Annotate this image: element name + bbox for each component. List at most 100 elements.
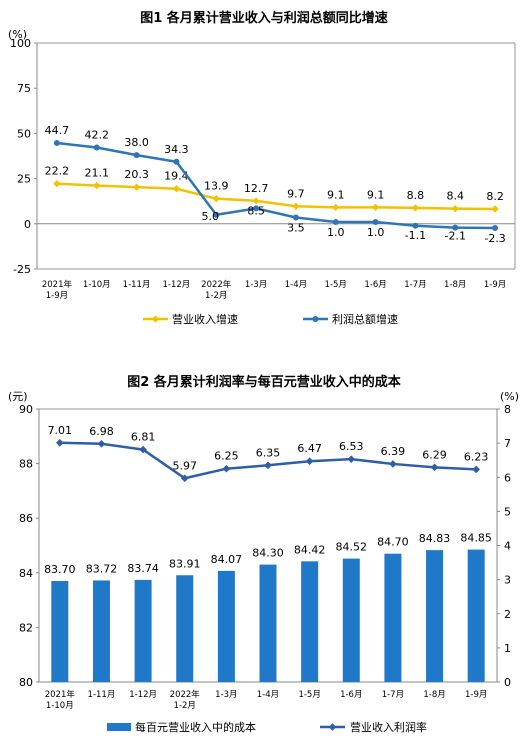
data-point	[452, 224, 459, 231]
data-label: 12.7	[244, 182, 269, 195]
data-point	[492, 224, 499, 231]
data-label: 8.4	[447, 190, 465, 203]
data-label: 8.5	[247, 204, 265, 217]
data-point	[292, 202, 300, 210]
left-y-tick-label: 84	[19, 567, 33, 580]
data-label: 42.2	[85, 129, 110, 142]
data-point	[372, 218, 379, 225]
data-point	[389, 460, 397, 468]
y-tick-label: 25	[17, 173, 31, 186]
x-tick-label: 1-10月	[46, 701, 74, 711]
data-label: 13.9	[204, 180, 229, 193]
data-label: 5.0	[202, 210, 220, 223]
bar	[426, 550, 444, 682]
bar	[176, 575, 194, 682]
data-point	[173, 158, 180, 165]
bar-value-label: 84.42	[294, 543, 326, 556]
data-point	[56, 438, 64, 447]
x-tick-label: 2021年	[45, 689, 76, 700]
x-tick-label: 1-3月	[245, 280, 267, 290]
right-y-tick-label: 1	[504, 642, 511, 655]
data-point	[97, 440, 106, 448]
data-label: 3.5	[287, 221, 305, 234]
line-value-label: 6.98	[89, 425, 114, 438]
bar-value-label: 83.72	[86, 562, 118, 575]
data-point	[264, 461, 272, 470]
data-point	[253, 205, 260, 212]
data-point	[332, 218, 339, 225]
y-axis-unit: (%)	[8, 28, 27, 41]
line-value-label: 6.35	[256, 446, 281, 459]
data-point	[222, 464, 231, 473]
bar	[51, 580, 69, 682]
right-y-tick-label: 0	[504, 676, 511, 689]
x-tick-label: 1-9月	[46, 291, 68, 301]
bar-value-label: 83.91	[169, 557, 201, 570]
bar-value-label: 84.52	[336, 541, 368, 554]
data-point	[180, 474, 189, 483]
data-point	[332, 203, 340, 211]
line-value-label: 7.01	[48, 424, 73, 437]
data-label: 19.4	[164, 170, 189, 183]
data-label: 8.2	[486, 190, 504, 203]
data-label: 20.3	[124, 168, 149, 181]
line-value-label: 5.97	[172, 459, 197, 472]
x-tick-label: 1-3月	[215, 690, 237, 700]
bar	[134, 579, 152, 682]
left-axis-unit: (元)	[8, 390, 28, 403]
data-label: 9.1	[367, 188, 385, 201]
data-point	[252, 197, 260, 205]
data-point	[132, 183, 141, 191]
y-tick-label: 0	[24, 218, 31, 231]
y-tick-label: -25	[13, 263, 31, 276]
data-label: 44.7	[45, 124, 70, 137]
data-point	[491, 205, 499, 213]
y-tick-label: 75	[17, 82, 31, 95]
bar-value-label: 84.85	[460, 532, 492, 545]
x-tick-label: 1-12月	[129, 690, 157, 700]
x-tick-label: 1-11月	[123, 280, 151, 290]
x-tick-label: 1-9月	[484, 280, 506, 290]
line-value-label: 6.23	[464, 450, 489, 463]
right-y-tick-label: 6	[504, 471, 511, 484]
data-point	[139, 445, 147, 454]
data-label: 9.1	[327, 188, 345, 201]
data-label: 1.0	[367, 226, 385, 239]
data-point	[93, 182, 101, 190]
data-label: 8.8	[407, 189, 425, 202]
left-y-tick-label: 90	[19, 403, 33, 416]
data-label: -2.3	[484, 232, 505, 245]
data-label: -2.1	[445, 230, 466, 243]
data-point	[371, 203, 380, 211]
legend-label: 利润总额增速	[332, 312, 398, 326]
data-point	[213, 211, 220, 218]
line-value-label: 6.53	[339, 440, 364, 453]
x-tick-label: 1-6月	[340, 690, 362, 700]
bar	[259, 564, 277, 682]
x-tick-label: 1-7月	[382, 690, 404, 700]
bar-value-label: 83.74	[127, 562, 159, 575]
data-point	[451, 205, 459, 213]
data-label: -1.1	[405, 229, 426, 242]
x-tick-label: 2022年	[170, 689, 201, 700]
y-tick-label: 100	[10, 37, 31, 50]
data-label: 9.7	[287, 187, 305, 200]
bar-value-label: 83.70	[44, 563, 76, 576]
line-value-label: 6.29	[422, 448, 447, 461]
x-tick-label: 1-12月	[163, 280, 191, 290]
x-tick-label: 1-6月	[364, 280, 386, 290]
data-label: 22.2	[45, 165, 70, 178]
bar	[342, 558, 360, 682]
x-tick-label: 1-11月	[88, 690, 116, 700]
left-y-tick-label: 88	[19, 458, 33, 471]
data-point	[305, 457, 314, 466]
data-point	[292, 214, 299, 221]
x-tick-label: 1-8月	[444, 280, 466, 290]
x-tick-label: 2022年	[201, 279, 232, 290]
legend-marker	[312, 316, 319, 322]
bar	[92, 580, 110, 682]
line-value-label: 6.81	[131, 431, 156, 444]
bar-value-label: 84.70	[377, 536, 409, 549]
